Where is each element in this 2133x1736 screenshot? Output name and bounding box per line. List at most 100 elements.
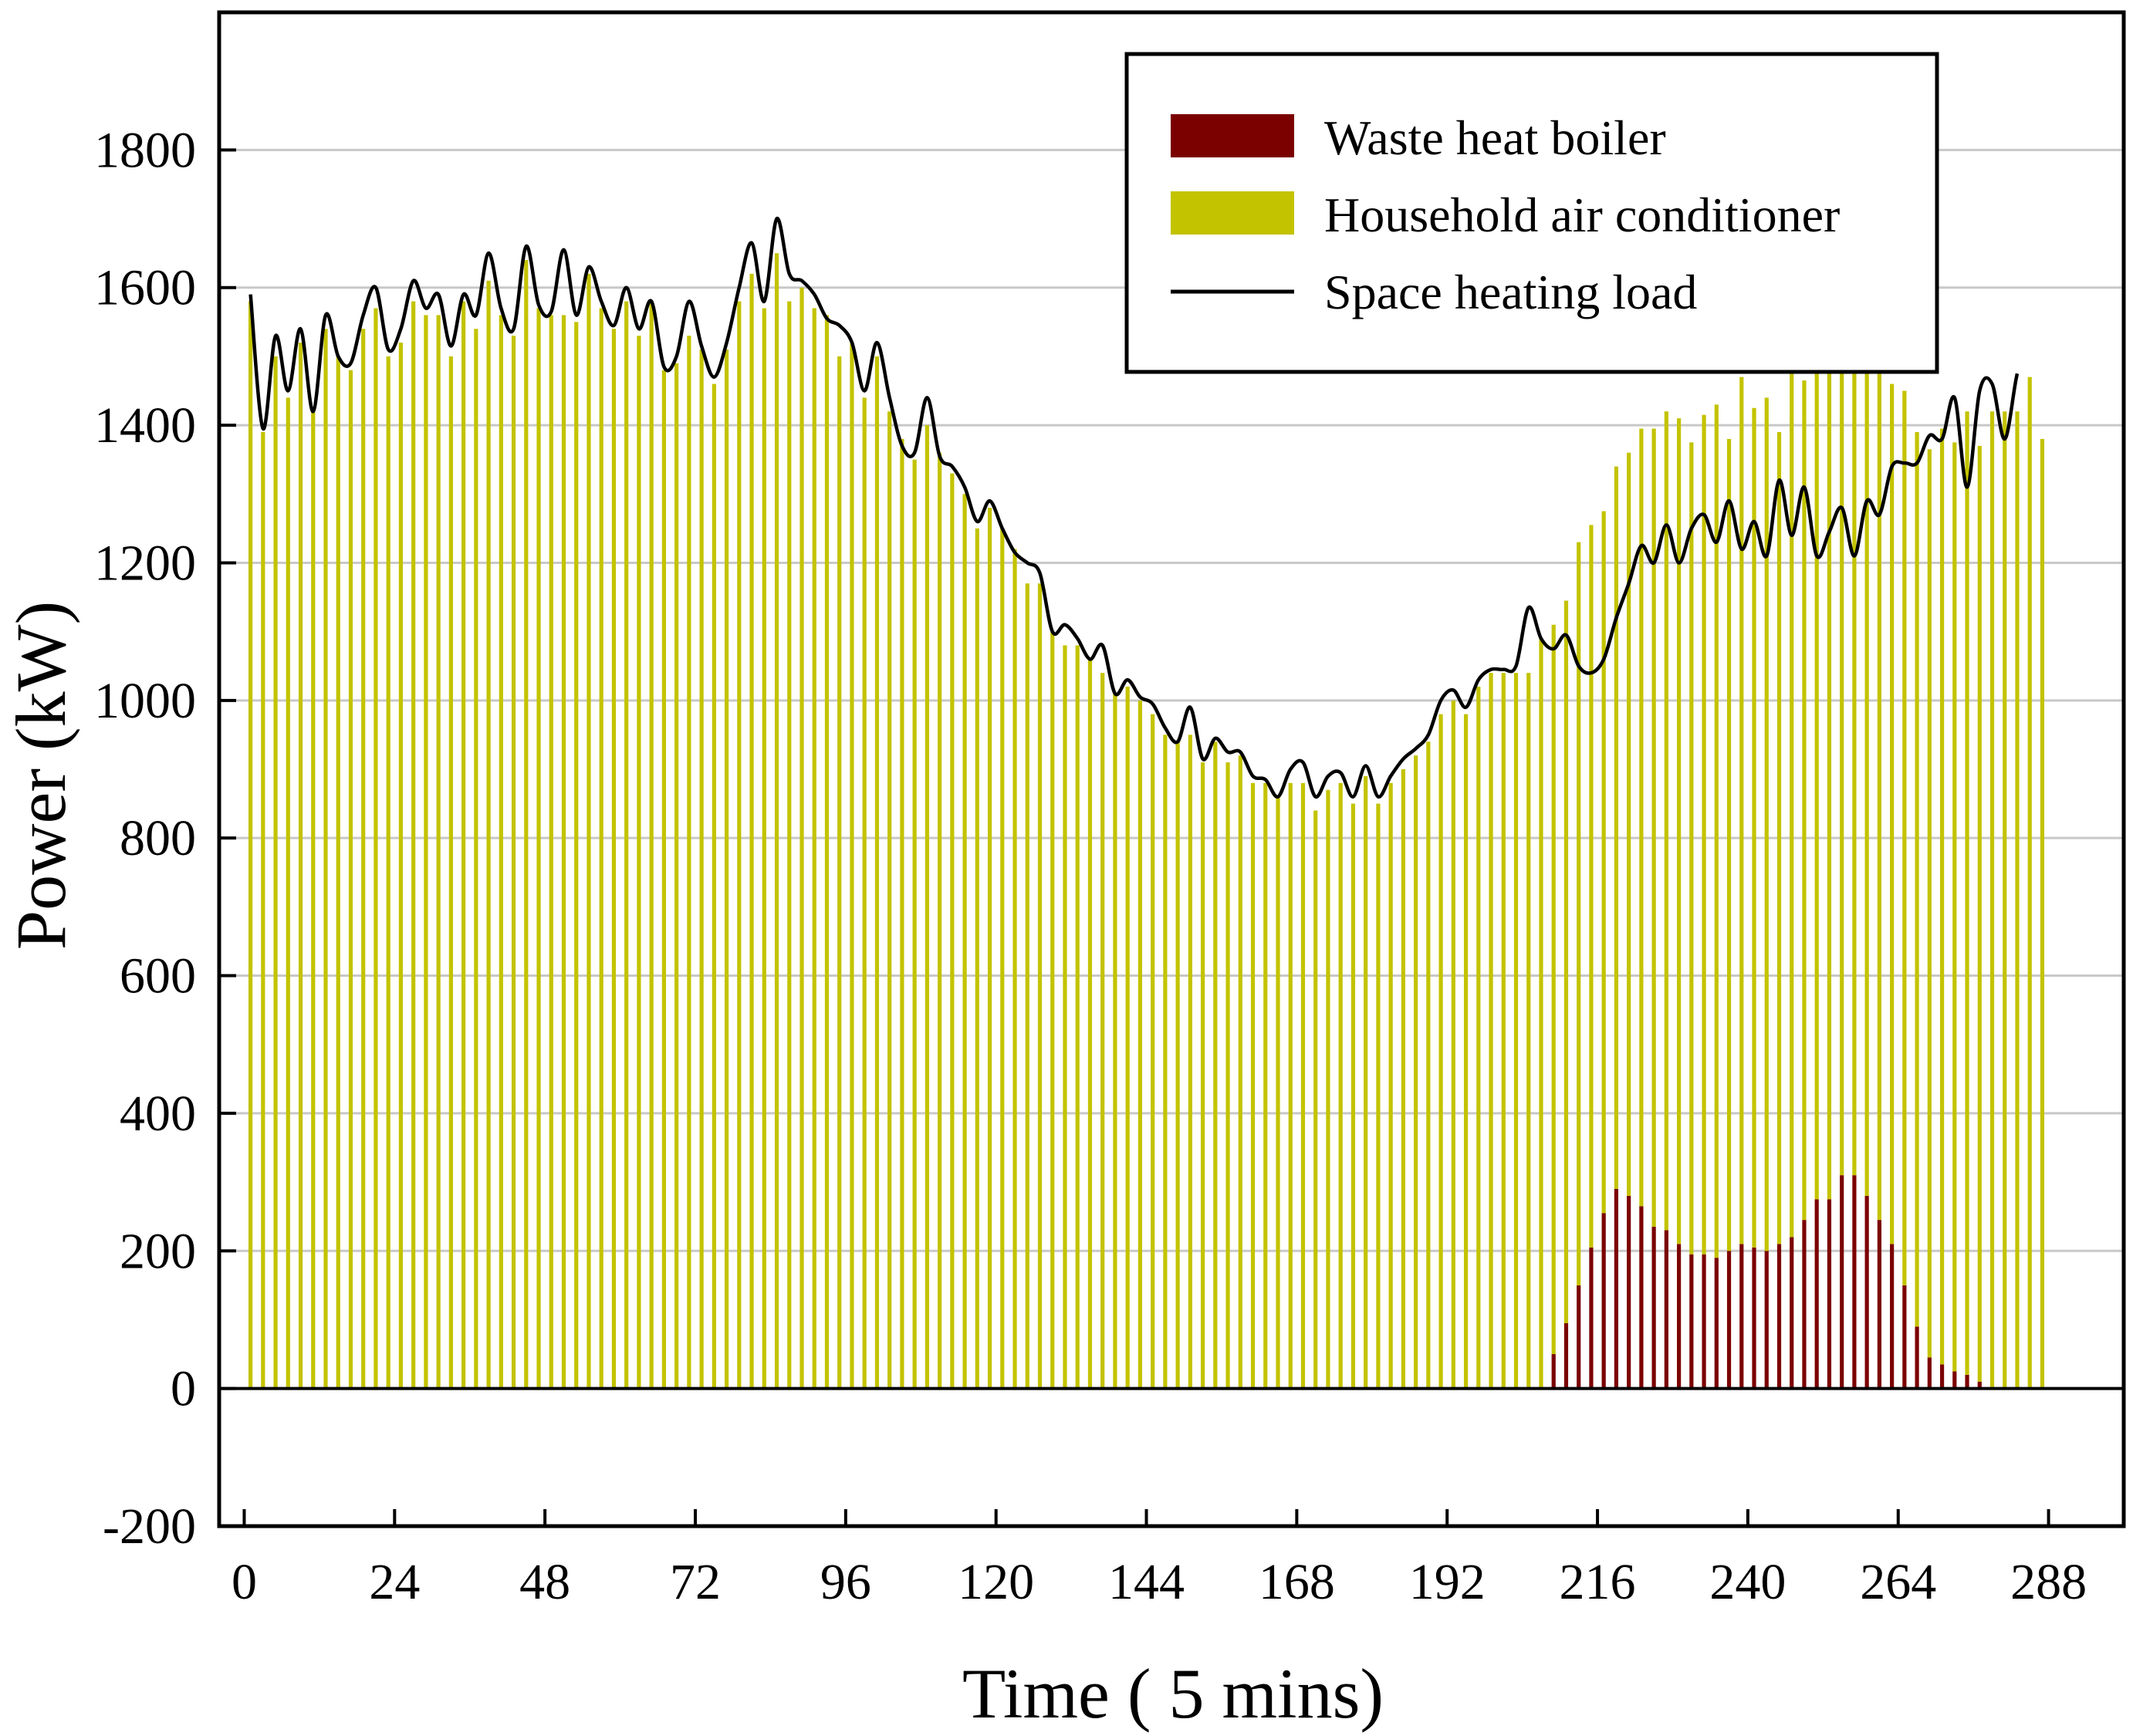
legend-swatch-waste-heat-boiler [1171, 114, 1294, 157]
bar-household-air-conditioner-107 [912, 459, 917, 1389]
bar-household-air-conditioner-65 [649, 301, 654, 1389]
bar-household-air-conditioner-133 [1075, 645, 1080, 1389]
bar-household-air-conditioner-281 [2003, 411, 2007, 1389]
bar-waste-heat-boiler-257 [1852, 1175, 1857, 1389]
legend-label-waste-heat-boiler: Waste heat boiler [1324, 110, 1666, 165]
x-tick-label-192: 192 [1409, 1554, 1486, 1610]
bar-waste-heat-boiler-239 [1739, 1244, 1744, 1389]
bar-household-air-conditioner-23 [386, 356, 390, 1389]
bar-household-air-conditioner-83 [762, 308, 766, 1389]
bar-household-air-conditioner-195 [1463, 714, 1469, 1389]
bar-waste-heat-boiler-241 [1752, 1247, 1756, 1389]
bar-household-air-conditioner-145 [1151, 714, 1155, 1389]
bar-waste-heat-boiler-243 [1764, 1251, 1769, 1389]
bar-household-air-conditioner-147 [1163, 735, 1168, 1389]
bar-household-air-conditioner-55 [586, 273, 591, 1389]
legend-label-space-heating-load: Space heating load [1324, 265, 1697, 319]
bar-household-air-conditioner-259 [1864, 363, 1869, 1196]
bar-household-air-conditioner-149 [1175, 741, 1180, 1389]
bar-household-air-conditioner-61 [624, 301, 629, 1389]
bar-household-air-conditioner-105 [900, 438, 904, 1389]
bar-household-air-conditioner-5 [273, 356, 278, 1389]
bar-waste-heat-boiler-259 [1864, 1195, 1869, 1389]
bar-waste-heat-boiler-277 [1977, 1381, 1982, 1389]
bar-household-air-conditioner-77 [724, 349, 729, 1389]
bar-household-air-conditioner-79 [737, 301, 742, 1389]
ticks: -200 0 200 400 600 800 1000 1200 1400 1600 1800 0 24… [94, 122, 2087, 1610]
bar-household-air-conditioner-151 [1188, 735, 1192, 1389]
bar-household-air-conditioner-283 [2015, 411, 2020, 1389]
bar-waste-heat-boiler-211 [1563, 1322, 1569, 1389]
bar-household-air-conditioner-59 [611, 329, 617, 1389]
bar-waste-heat-boiler-217 [1601, 1213, 1606, 1389]
bar-household-air-conditioner-277 [1977, 445, 1982, 1382]
bar-household-air-conditioner-29 [424, 315, 428, 1389]
bar-household-air-conditioner-89 [799, 287, 804, 1389]
bar-household-air-conditioner-139 [1113, 693, 1117, 1389]
bar-household-air-conditioner-131 [1063, 645, 1067, 1389]
bar-household-air-conditioner-273 [1952, 442, 1957, 1372]
bar-waste-heat-boiler-227 [1664, 1230, 1668, 1389]
x-axis-title: Time ( 5 mins) [962, 1654, 1384, 1733]
plot-frame [217, 10, 2126, 1528]
bar-household-air-conditioner-111 [938, 452, 942, 1389]
bar-waste-heat-boiler-219 [1614, 1189, 1619, 1389]
bar-household-air-conditioner-237 [1726, 438, 1732, 1251]
bar-household-air-conditioner-21 [374, 308, 378, 1389]
bar-household-air-conditioner-129 [1050, 631, 1055, 1389]
bar-waste-heat-boiler-261 [1877, 1220, 1881, 1389]
bar-household-air-conditioner-9 [298, 343, 303, 1389]
x-tick-label-72: 72 [670, 1554, 721, 1610]
bar-household-air-conditioner-3 [261, 432, 265, 1389]
bar-household-air-conditioner-201 [1501, 673, 1506, 1389]
bar-waste-heat-boiler-263 [1890, 1244, 1895, 1389]
bar-household-air-conditioner-265 [1902, 390, 1907, 1285]
y-tick-label-1400: 1400 [94, 397, 196, 454]
bar-household-air-conditioner-233 [1702, 414, 1706, 1255]
bar-household-air-conditioner-27 [411, 301, 416, 1389]
bar-household-air-conditioner-173 [1326, 789, 1330, 1389]
bar-household-air-conditioner-215 [1589, 525, 1594, 1248]
bar-household-air-conditioner-177 [1350, 803, 1356, 1389]
bar-waste-heat-boiler-265 [1902, 1285, 1907, 1389]
bar-household-air-conditioner-159 [1238, 755, 1242, 1389]
bar-household-air-conditioner-219 [1614, 466, 1619, 1190]
bar-household-air-conditioner-171 [1313, 810, 1318, 1389]
bar-waste-heat-boiler-233 [1702, 1254, 1706, 1389]
bars [248, 253, 2045, 1389]
bar-waste-heat-boiler-249 [1802, 1220, 1807, 1389]
x-tick-label-24: 24 [369, 1554, 420, 1610]
bar-household-air-conditioner-39 [486, 280, 491, 1389]
bar-household-air-conditioner-73 [699, 349, 704, 1389]
bar-waste-heat-boiler-229 [1676, 1244, 1682, 1389]
bar-household-air-conditioner-1 [248, 301, 253, 1389]
bar-household-air-conditioner-51 [561, 315, 566, 1389]
bar-household-air-conditioner-49 [549, 315, 553, 1389]
y-tick-label-1800: 1800 [94, 122, 196, 178]
bar-household-air-conditioner-179 [1364, 775, 1368, 1389]
y-tick-label-200: 200 [120, 1223, 196, 1279]
x-tick-label-48: 48 [519, 1554, 570, 1610]
bar-household-air-conditioner-205 [1526, 673, 1531, 1389]
legend: Waste heat boiler Household air conditio… [1124, 52, 1939, 374]
bar-household-air-conditioner-183 [1388, 782, 1393, 1389]
bar-household-air-conditioner-117 [975, 528, 979, 1389]
bar-household-air-conditioner-185 [1401, 769, 1405, 1389]
bar-waste-heat-boiler-235 [1714, 1258, 1719, 1389]
bar-waste-heat-boiler-231 [1689, 1254, 1694, 1389]
bar-household-air-conditioner-267 [1915, 432, 1919, 1327]
bar-household-air-conditioner-191 [1438, 714, 1443, 1389]
bar-waste-heat-boiler-253 [1827, 1199, 1832, 1389]
bar-household-air-conditioner-163 [1263, 782, 1268, 1389]
bar-household-air-conditioner-69 [674, 363, 679, 1389]
bar-waste-heat-boiler-267 [1915, 1326, 1919, 1389]
bar-household-air-conditioner-101 [874, 356, 880, 1389]
y-tick-label-1000: 1000 [94, 673, 196, 729]
bar-household-air-conditioner-239 [1739, 377, 1744, 1245]
bar-household-air-conditioner-47 [536, 308, 541, 1389]
bar-household-air-conditioner-113 [950, 473, 955, 1389]
bar-household-air-conditioner-45 [524, 260, 529, 1389]
bar-household-air-conditioner-167 [1288, 782, 1293, 1389]
x-tick-label-120: 120 [958, 1554, 1034, 1610]
bar-household-air-conditioner-209 [1551, 624, 1556, 1355]
